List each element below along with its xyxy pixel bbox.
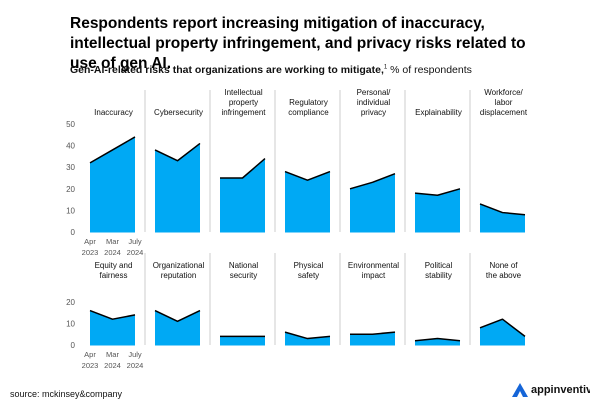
area-fill	[285, 171, 330, 232]
panel-label: fairness	[99, 271, 127, 280]
area-fill	[155, 310, 200, 345]
panel-label: privacy	[361, 108, 386, 117]
series-line	[89, 309, 136, 320]
panel-label: None of	[489, 261, 518, 270]
series-line	[414, 337, 461, 342]
subtitle-bold: Gen-AI-related risks that organizations …	[70, 64, 384, 76]
series-line	[349, 172, 396, 190]
area-fill	[350, 332, 395, 345]
x-tick-label: 2023	[82, 248, 99, 257]
x-tick-label: 2023	[82, 361, 99, 370]
area-fill	[220, 336, 265, 345]
area-fill	[220, 158, 265, 232]
x-tick-label: Apr	[84, 237, 96, 246]
panel-label: Intellectual	[224, 88, 262, 97]
panel-label: Inaccuracy	[94, 108, 133, 117]
x-tick-label: 2024	[127, 248, 144, 257]
panel-label: compliance	[288, 108, 329, 117]
panel-label: Regulatory	[289, 98, 328, 107]
area-fill	[480, 319, 525, 345]
x-tick-label: July	[128, 237, 142, 246]
x-tick-label: July	[128, 350, 142, 359]
x-tick-label: 2024	[127, 361, 144, 370]
y-tick-label: 20	[66, 185, 75, 194]
panel-label: impact	[362, 271, 386, 280]
panel-label: Equity and	[95, 261, 133, 270]
panel-label: property	[229, 98, 258, 107]
panel-label: Organizational	[153, 261, 205, 270]
y-tick-label: 0	[71, 228, 76, 237]
panel-label: safety	[298, 271, 319, 280]
source-note: source: mckinsey&company	[10, 389, 123, 399]
area-fill	[415, 188, 460, 232]
x-tick-label: 2024	[104, 361, 121, 370]
panel-label: the above	[486, 271, 522, 280]
series-line	[89, 136, 136, 164]
series-line	[284, 170, 331, 181]
panel-label: displacement	[480, 108, 528, 117]
y-tick-label: 20	[66, 298, 75, 307]
panel-label: Political	[425, 261, 453, 270]
panel-label: stability	[425, 271, 452, 280]
y-tick-label: 10	[66, 206, 75, 215]
panel-label: Cybersecurity	[154, 108, 203, 117]
area-fill	[155, 143, 200, 232]
x-tick-label: Mar	[106, 350, 119, 359]
y-tick-label: 50	[66, 120, 75, 129]
panel-label: Workforce/	[484, 88, 523, 97]
area-fill	[350, 173, 395, 232]
x-tick-label: 2024	[104, 248, 121, 257]
footnote-mark: 1	[383, 64, 388, 71]
logo-text: appinventiv	[531, 384, 590, 396]
series-line	[350, 331, 396, 335]
y-tick-label: 0	[71, 341, 76, 350]
panel-label: Environmental	[348, 261, 399, 270]
series-line	[284, 331, 331, 340]
series-line	[414, 188, 461, 197]
y-tick-label: 10	[66, 320, 75, 329]
chart-headline: Respondents report increasing mitigation…	[70, 15, 526, 72]
series-line	[154, 142, 201, 162]
panel-label: individual	[357, 98, 391, 107]
y-tick-label: 30	[66, 163, 75, 172]
area-fill	[90, 310, 135, 345]
panel-label: infringement	[221, 108, 266, 117]
series-line	[479, 318, 526, 337]
panel-label: Explainability	[415, 108, 462, 117]
panel-label: security	[230, 271, 258, 280]
series-line	[479, 203, 526, 216]
panel-label: Personal/	[357, 88, 392, 97]
appinventiv-logo-icon	[512, 383, 528, 397]
x-tick-label: Apr	[84, 350, 96, 359]
area-fill	[480, 203, 525, 232]
appinventiv-logo: appinventiv	[512, 383, 590, 397]
x-tick-label: Mar	[106, 237, 119, 246]
panel-label: labor	[495, 98, 513, 107]
area-fill	[90, 136, 135, 232]
series-line	[220, 157, 266, 179]
y-tick-label: 40	[66, 142, 75, 151]
panel-label: Physical	[294, 261, 324, 270]
series-line	[154, 309, 201, 323]
subtitle-rest: % of respondents	[387, 64, 472, 76]
panel-label: reputation	[161, 271, 197, 280]
panel-label: National	[229, 261, 259, 270]
chart-subtitle: Gen-AI-related risks that organizations …	[70, 64, 570, 76]
